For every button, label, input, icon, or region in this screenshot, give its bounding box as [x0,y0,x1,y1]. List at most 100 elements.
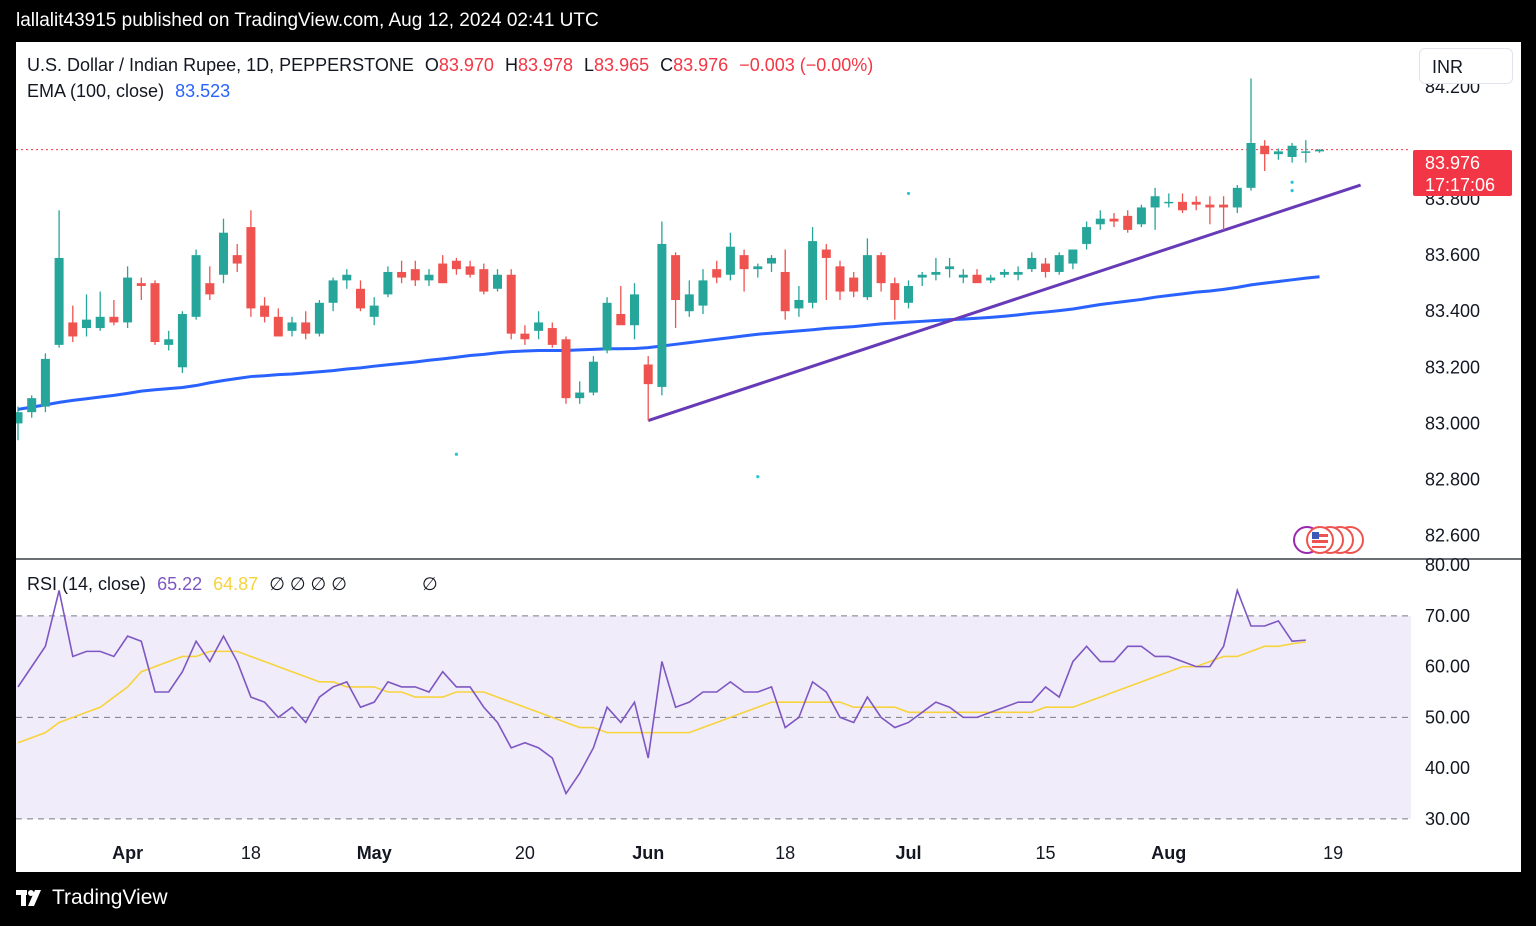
high-label: H [504,55,518,75]
rsi-label[interactable]: RSI (14, close) [27,574,147,594]
candle-body [205,283,215,295]
change-value: −0.003 (−0.00%) [739,55,874,75]
rsi-axis-label: 30.00 [1425,809,1470,829]
candle-body [369,305,379,317]
ema-label[interactable]: EMA (100, close) [27,81,165,101]
candle-body [890,283,900,300]
candle-body [767,257,776,264]
candle-body [1082,227,1092,244]
candle-body [1301,151,1311,153]
candle-body [16,412,23,424]
candle-body [232,255,242,264]
open-value: 83.970 [438,55,494,75]
tradingview-brand[interactable]: TradingView [16,886,168,910]
price-axis-label: 83.000 [1425,413,1480,433]
open-label: O [424,55,439,75]
time-axis-label: 15 [1035,843,1055,863]
time-axis-label: 18 [241,843,261,863]
candle-body [1178,201,1187,211]
time-axis-label: 19 [1323,843,1343,863]
rsi-null-symbols: ∅ ∅ ∅ ∅ [269,574,347,594]
candle-body [150,283,160,343]
chart-panel[interactable]: 84.200 83.800 83.600 83.400 83.200 83.000 82.8… [16,42,1521,872]
candle-body [438,263,448,284]
dividend-dot [906,191,911,196]
candle-body [1041,263,1050,272]
candle-body [1287,145,1297,157]
candle-body [95,316,105,329]
candle-body [588,361,598,393]
candle-body [712,269,722,278]
candle-body [493,274,502,289]
symbol-name[interactable]: U.S. Dollar / Indian Rupee, 1D, PEPPERST… [27,55,414,75]
candle-body [1095,218,1105,225]
candle-body [534,322,544,331]
candle-body [630,294,639,326]
candle-body [260,305,270,317]
high-value: 83.978 [517,55,574,75]
close-value: 83.976 [673,55,729,75]
dividend-dot [1290,189,1294,193]
time-axis-label: 20 [515,843,535,863]
candle-body [136,283,146,286]
currency-button[interactable]: INR [1419,48,1513,84]
candle-body [1246,142,1256,188]
candle-body [520,333,530,340]
candle-body [561,339,571,399]
candle-body [424,274,434,281]
candle-body [287,322,297,331]
close-label: C [660,55,674,75]
candle-body [314,302,324,334]
event-flags[interactable] [1292,525,1378,555]
trend-line[interactable] [647,183,1362,423]
candle-body [986,277,996,281]
candle-body [383,271,393,295]
candle-body [54,257,64,345]
low-label: L [584,55,595,75]
candle-body [917,274,927,278]
candle-body [356,288,365,309]
candle-body [698,280,708,306]
rsi-line [17,587,1306,796]
dividend-dot [756,475,760,479]
publish-info: lallalit43915 published on TradingView.c… [16,10,599,31]
rsi-null-symbol-extra: ∅ [421,574,438,594]
candle-body [82,319,91,329]
candle-body [575,392,585,399]
candle-body [1123,215,1133,230]
candle-body [849,277,859,292]
price-tag: 83.976 17:17:06 [1413,150,1512,196]
candle-body [451,260,461,270]
rsi-ma-value: 64.87 [213,574,259,594]
candle-body [123,277,133,323]
tradingview-logo-icon [16,890,41,906]
candle-body [1191,201,1201,205]
rsi-axis-label: 50.00 [1425,707,1470,727]
rsi-axis-label: 80.00 [1425,555,1470,575]
price-axis-label: 83.600 [1425,245,1480,265]
candle-body [68,322,78,337]
candle-body [301,322,311,334]
price-tag-value: 83.976 [1425,153,1481,173]
low-value: 83.965 [594,55,650,75]
candle-body [547,328,557,345]
candle-body [1013,271,1023,275]
candle-body [328,280,338,303]
candle-body [780,271,790,312]
rsi-axis-label: 40.00 [1425,758,1470,778]
candle-body [1260,145,1270,155]
candle-body [808,241,818,303]
candle-body [862,255,872,298]
chart-svg[interactable]: 84.20083.80083.60083.40083.20083.00082.8… [16,42,1521,872]
candle-body [945,266,955,270]
rsi-ma-line [17,641,1306,744]
candle-body [177,314,187,368]
candle-body [1109,218,1119,222]
candle-body [616,314,626,326]
rsi-legend: RSI (14, close) 65.22 64.87 ∅ ∅ ∅ ∅ ∅ [27,574,444,595]
candle-body [1205,204,1215,208]
candle-body [725,246,735,275]
candle-body [465,266,475,275]
time-axis-label: Jun [632,843,664,863]
price-axis-label: 82.600 [1425,526,1480,546]
